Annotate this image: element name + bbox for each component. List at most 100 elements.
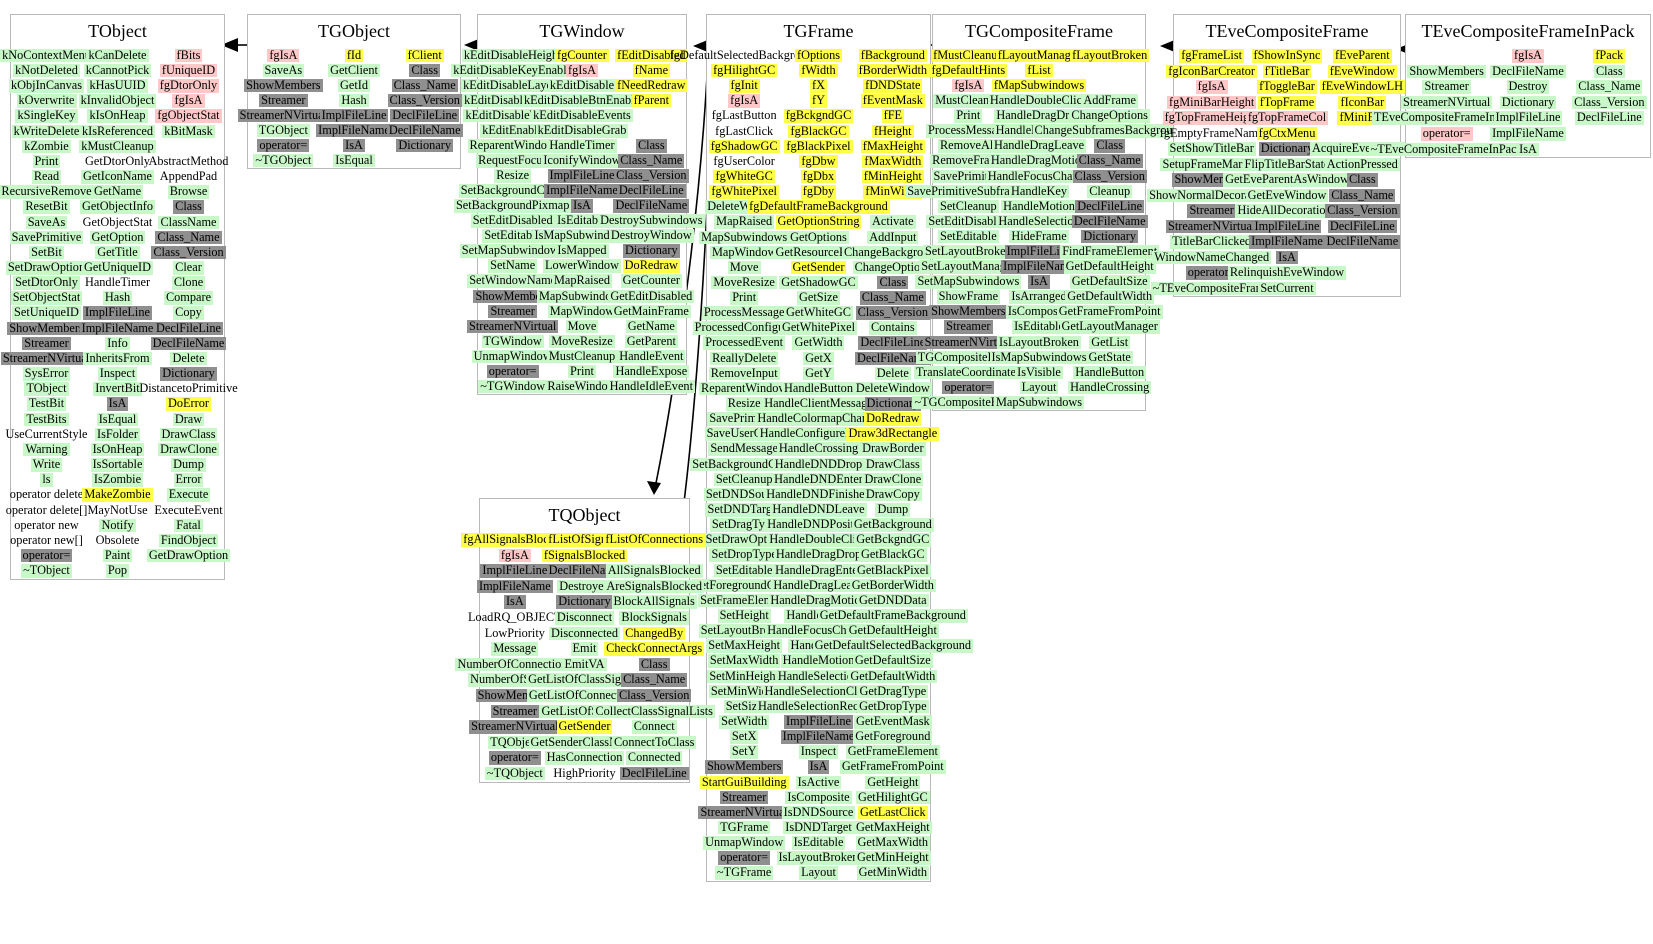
member-TObject-operator delete[interactable]: operator delete: [9, 487, 84, 502]
member-TEveCompositeFrameInPack-Class_Version[interactable]: Class_Version: [1572, 94, 1647, 110]
member-TGFrame-UnmapWindow[interactable]: UnmapWindow: [703, 835, 786, 850]
member-TObject-kHasUUID[interactable]: kHasUUID: [87, 78, 148, 93]
member-TGFrame-Delete[interactable]: Delete: [874, 365, 911, 381]
member-TObject-InvertBit[interactable]: InvertBit: [93, 381, 142, 396]
member-TQObject-Message[interactable]: Message: [491, 641, 539, 656]
member-TGWindow-IsMapSubwindows[interactable]: IsMapSubwindows: [532, 228, 632, 243]
member-TGFrame-HandleDragLeave[interactable]: HandleDragLeave: [771, 577, 866, 593]
member-TGWindow-Move[interactable]: Move: [565, 318, 599, 334]
member-TQObject-Emit[interactable]: Emit: [570, 641, 599, 656]
member-TObject-Paint[interactable]: Paint: [102, 547, 133, 563]
member-TGWindow-SetBackgroundPixmap[interactable]: SetBackgroundPixmap: [453, 198, 572, 213]
member-TGCompositeFrame-RemoveFrame[interactable]: RemoveFrame: [930, 153, 1007, 168]
member-TEveCompositeFrameInPack-Destroy[interactable]: Destroy: [1506, 79, 1550, 94]
member-TGObject-Streamer[interactable]: Streamer: [259, 92, 308, 108]
member-TGWindow-fNeedRedraw[interactable]: fNeedRedraw: [615, 77, 688, 93]
member-TGFrame-fgDbw[interactable]: fgDbw: [799, 153, 838, 169]
member-TGWindow-GetName[interactable]: GetName: [625, 318, 677, 334]
member-TObject-Dump[interactable]: Dump: [171, 457, 206, 472]
member-TEveCompositeFrame-HideAllDecorations[interactable]: HideAllDecorations: [1235, 203, 1339, 218]
member-TEveCompositeFrame-Class[interactable]: Class: [1346, 172, 1378, 187]
member-TEveCompositeFrameInPack-~TEveCompositeFrameInPack[interactable]: ~TEveCompositeFrameInPack: [1368, 141, 1525, 157]
member-TObject-SetDrawOption[interactable]: SetDrawOption: [5, 260, 88, 275]
member-TEveCompositeFrame-fgTopFrameCol[interactable]: fgTopFrameCol: [1245, 110, 1329, 125]
member-TGFrame-fBorderWidth[interactable]: fBorderWidth: [856, 62, 930, 78]
member-TGFrame-GetWidth[interactable]: GetWidth: [792, 335, 845, 350]
member-TGWindow-IconifyWindow[interactable]: IconifyWindow: [541, 153, 623, 168]
member-TGFrame-GetBlackGC[interactable]: GetBlackGC: [859, 547, 927, 562]
member-TGWindow-LowerWindow[interactable]: LowerWindow: [543, 258, 621, 273]
member-TGFrame-HandleDNDLeave[interactable]: HandleDNDLeave: [770, 502, 867, 517]
member-TQObject-fListOfConnections[interactable]: fListOfConnections: [603, 532, 706, 547]
member-TEveCompositeFrame-DeclFileLine[interactable]: DeclFileLine: [1327, 218, 1397, 233]
member-TObject-FindObject[interactable]: FindObject: [158, 532, 219, 548]
member-TGFrame-DrawBorder[interactable]: DrawBorder: [860, 441, 926, 456]
member-TGFrame-ProcessedEvent[interactable]: ProcessedEvent: [703, 335, 786, 350]
member-TObject-kOverwrite[interactable]: kOverwrite: [16, 93, 77, 108]
member-TEveCompositeFrameInPack-fgIsA[interactable]: fgIsA: [1511, 48, 1544, 63]
member-TGWindow-GetEditDisabled[interactable]: GetEditDisabled: [608, 288, 695, 304]
member-TGWindow-StreamerNVirtual[interactable]: StreamerNVirtual: [466, 318, 559, 334]
member-TEveCompositeFrame-SetCurrent[interactable]: SetCurrent: [1258, 280, 1316, 295]
member-TGObject-IsA[interactable]: IsA: [343, 137, 365, 153]
member-TGCompositeFrame-operator=[interactable]: operator=: [942, 379, 995, 395]
member-TObject-TestBits[interactable]: TestBits: [24, 411, 69, 427]
member-TGFrame-GetBlackPixel[interactable]: GetBlackPixel: [854, 562, 931, 578]
member-TEveCompositeFrame-TitleBarClicked[interactable]: TitleBarClicked: [1170, 234, 1254, 249]
member-TObject-kNoContextMenu[interactable]: kNoContextMenu: [0, 47, 93, 63]
member-TObject-SetObjectStat[interactable]: SetObjectStat: [10, 290, 83, 305]
member-TGWindow-RaiseWindow[interactable]: RaiseWindow: [545, 378, 619, 394]
member-TObject-Read[interactable]: Read: [31, 169, 62, 184]
member-TQObject-IsA[interactable]: IsA: [503, 594, 526, 609]
member-TGFrame-IsComposite[interactable]: IsComposite: [785, 789, 852, 805]
member-TGFrame-TGFrame[interactable]: TGFrame: [718, 819, 771, 835]
member-TGFrame-SetBackgroundColor[interactable]: SetBackgroundColor: [690, 456, 799, 472]
member-TGWindow-kEditDisable[interactable]: kEditDisable: [547, 77, 617, 93]
member-TGWindow-HandleEvent[interactable]: HandleEvent: [617, 348, 686, 364]
member-TGFrame-fMinHeight[interactable]: fMinHeight: [861, 168, 924, 184]
member-TGFrame-DrawClass[interactable]: DrawClass: [863, 456, 922, 472]
member-TGFrame-HandleDragMotion[interactable]: HandleDragMotion: [768, 592, 869, 608]
member-TGFrame-HandleDNDDrop[interactable]: HandleDNDDrop: [772, 456, 865, 472]
member-TGFrame-GetOptionString[interactable]: GetOptionString: [775, 214, 862, 229]
member-TGFrame-Dump[interactable]: Dump: [875, 502, 911, 517]
member-TGCompositeFrame-ImplFileName[interactable]: ImplFileName: [1001, 259, 1077, 274]
member-TEveCompositeFrame-fgEmptyFrameName[interactable]: fgEmptyFrameName: [1159, 125, 1264, 140]
member-TObject-SavePrimitive[interactable]: SavePrimitive: [9, 229, 84, 245]
member-TObject-Error[interactable]: Error: [173, 472, 204, 487]
member-TGCompositeFrame-fLayoutBroken[interactable]: fLayoutBroken: [1070, 47, 1150, 63]
member-TObject-operator delete[][interactable]: operator delete[]: [5, 502, 88, 517]
member-TGFrame-GetDropType[interactable]: GetDropType: [857, 698, 929, 714]
member-TObject-ResetBit[interactable]: ResetBit: [23, 199, 70, 214]
member-TObject-IsFolder[interactable]: IsFolder: [95, 426, 140, 442]
member-TGWindow-operator=[interactable]: operator=: [486, 363, 539, 379]
member-TObject-Info[interactable]: Info: [105, 335, 130, 351]
member-TGFrame-GetMaxWidth[interactable]: GetMaxWidth: [855, 835, 931, 850]
member-TGFrame-GetX[interactable]: GetX: [803, 350, 834, 366]
member-TEveCompositeFrameInPack-operator=[interactable]: operator=: [1420, 126, 1473, 141]
member-TGWindow-Streamer[interactable]: Streamer: [488, 303, 537, 319]
class-title-TGWindow[interactable]: TGWindow: [539, 21, 625, 41]
member-TQObject-Connected[interactable]: Connected: [625, 750, 683, 765]
member-TGFrame-GetDragType[interactable]: GetDragType: [857, 683, 929, 699]
member-TEveCompositeFrameInPack-DeclFileName[interactable]: DeclFileName: [1490, 63, 1566, 79]
member-TGFrame-ReallyDelete[interactable]: ReallyDelete: [710, 350, 779, 366]
member-TGFrame-SetFrameElement[interactable]: SetFrameElement: [698, 592, 791, 608]
member-TGFrame-fgInit[interactable]: fgInit: [728, 78, 760, 93]
member-TEveCompositeFrame-fgIsA[interactable]: fgIsA: [1195, 79, 1228, 94]
member-TGFrame-GetResourcePool[interactable]: GetResourcePool: [773, 244, 864, 260]
member-TGObject-TGObject[interactable]: TGObject: [256, 122, 310, 138]
member-TGWindow-DoRedraw[interactable]: DoRedraw: [622, 258, 680, 273]
member-TGFrame-GetEventMask[interactable]: GetEventMask: [853, 714, 932, 729]
member-TObject-fgDtorOnly[interactable]: fgDtorOnly: [157, 78, 220, 93]
member-TObject-RecursiveRemove[interactable]: RecursiveRemove: [0, 184, 94, 199]
member-TGFrame-Layout[interactable]: Layout: [799, 865, 838, 880]
member-TGWindow-TGWindow[interactable]: TGWindow: [481, 333, 544, 349]
member-TGFrame-StartGuiBuilding[interactable]: StartGuiBuilding: [699, 774, 789, 790]
member-TQObject-DeclFileLine[interactable]: DeclFileLine: [619, 765, 689, 781]
member-TGFrame-HandleColormapChange[interactable]: HandleColormapChange: [755, 411, 882, 426]
member-TGWindow-DestroyWindow[interactable]: DestroyWindow: [608, 228, 694, 243]
member-TGFrame-HandleDoubleClick[interactable]: HandleDoubleClick: [767, 532, 870, 547]
member-TGWindow-HandleExpose[interactable]: HandleExpose: [613, 363, 690, 379]
member-TGFrame-IsLayoutBroken[interactable]: IsLayoutBroken: [776, 850, 861, 865]
